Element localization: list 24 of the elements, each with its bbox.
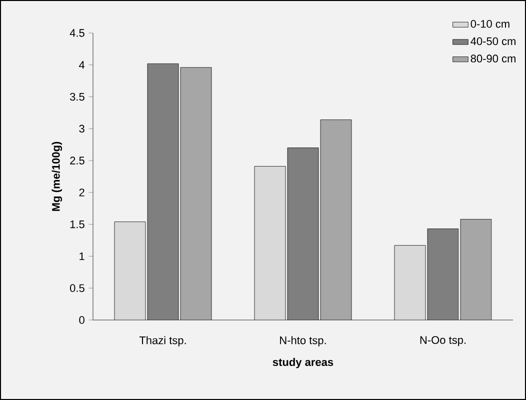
legend-label: 40-50 cm	[470, 37, 516, 46]
bar	[320, 120, 352, 320]
y-tick-label: 3	[79, 124, 84, 133]
legend-label: 80-90 cm	[470, 54, 516, 62]
y-axis-title: Mg (me/100g)	[52, 142, 62, 211]
x-tick-label: N-hto tsp.	[280, 336, 326, 346]
x-axis-title: study areas	[272, 358, 334, 368]
bar	[394, 245, 426, 320]
y-tick-label: 2.5	[70, 156, 84, 164]
x-tick-label: N-Oo tsp.	[420, 336, 466, 346]
y-tick-label: 3.5	[70, 92, 84, 101]
y-tick-label: 2	[79, 188, 84, 196]
bar	[460, 219, 492, 320]
bar	[254, 166, 286, 320]
bar	[114, 222, 146, 320]
y-tick-label: 1	[80, 252, 84, 260]
bar	[180, 67, 212, 320]
y-tick-label: 4.5	[70, 29, 84, 37]
legend-label: 0-10 cm	[470, 20, 510, 28]
y-tick-label: 0.5	[70, 284, 84, 292]
x-tick-label: Thazi tsp.	[139, 336, 186, 346]
y-tick-label: 1.5	[70, 220, 84, 228]
y-tick-label: 4	[79, 61, 85, 69]
y-tick-label: 0	[79, 316, 84, 324]
